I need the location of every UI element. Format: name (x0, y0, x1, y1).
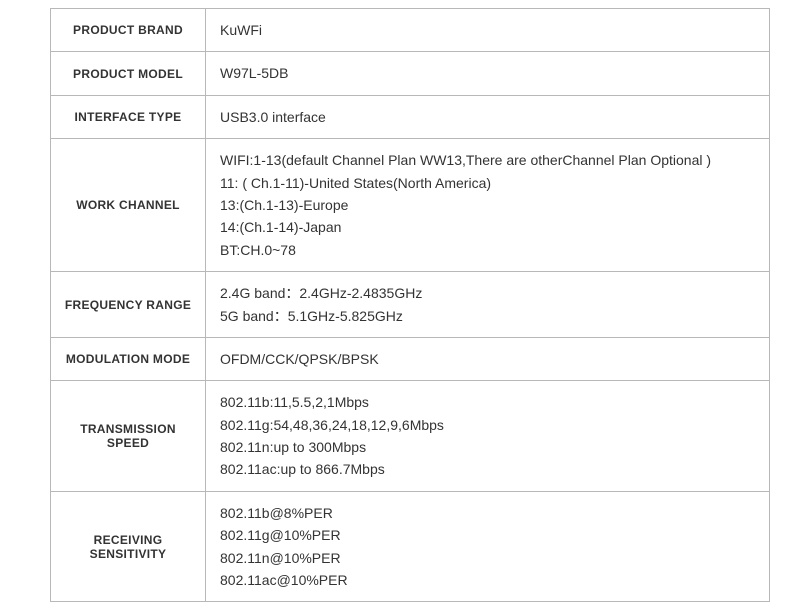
spec-value: 2.4G band：2.4GHz-2.4835GHz 5G band：5.1GH… (206, 272, 770, 338)
spec-label: TRANSMISSIONSPEED (51, 381, 206, 492)
table-row: PRODUCT MODELW97L-5DB (51, 52, 770, 95)
spec-table: PRODUCT BRANDKuWFiPRODUCT MODELW97L-5DBI… (50, 8, 770, 602)
spec-table-body: PRODUCT BRANDKuWFiPRODUCT MODELW97L-5DBI… (51, 9, 770, 602)
table-row: INTERFACE TYPEUSB3.0 interface (51, 95, 770, 138)
spec-label: INTERFACE TYPE (51, 95, 206, 138)
table-row: FREQUENCY RANGE2.4G band：2.4GHz-2.4835GH… (51, 272, 770, 338)
spec-label: PRODUCT BRAND (51, 9, 206, 52)
spec-value: W97L-5DB (206, 52, 770, 95)
spec-value: KuWFi (206, 9, 770, 52)
spec-label: FREQUENCY RANGE (51, 272, 206, 338)
spec-label: PRODUCT MODEL (51, 52, 206, 95)
spec-value: OFDM/CCK/QPSK/BPSK (206, 337, 770, 380)
table-row: MODULATION MODEOFDM/CCK/QPSK/BPSK (51, 337, 770, 380)
spec-value: USB3.0 interface (206, 95, 770, 138)
table-row: RECEIVINGSENSITIVITY802.11b@8%PER 802.11… (51, 491, 770, 602)
table-row: WORK CHANNELWIFI:1-13(default Channel Pl… (51, 139, 770, 272)
spec-label: RECEIVINGSENSITIVITY (51, 491, 206, 602)
table-row: PRODUCT BRANDKuWFi (51, 9, 770, 52)
table-row: TRANSMISSIONSPEED802.11b:11,5.5,2,1Mbps … (51, 381, 770, 492)
spec-value: 802.11b@8%PER 802.11g@10%PER 802.11n@10%… (206, 491, 770, 602)
spec-value: 802.11b:11,5.5,2,1Mbps 802.11g:54,48,36,… (206, 381, 770, 492)
spec-value: WIFI:1-13(default Channel Plan WW13,Ther… (206, 139, 770, 272)
spec-label: MODULATION MODE (51, 337, 206, 380)
spec-label: WORK CHANNEL (51, 139, 206, 272)
